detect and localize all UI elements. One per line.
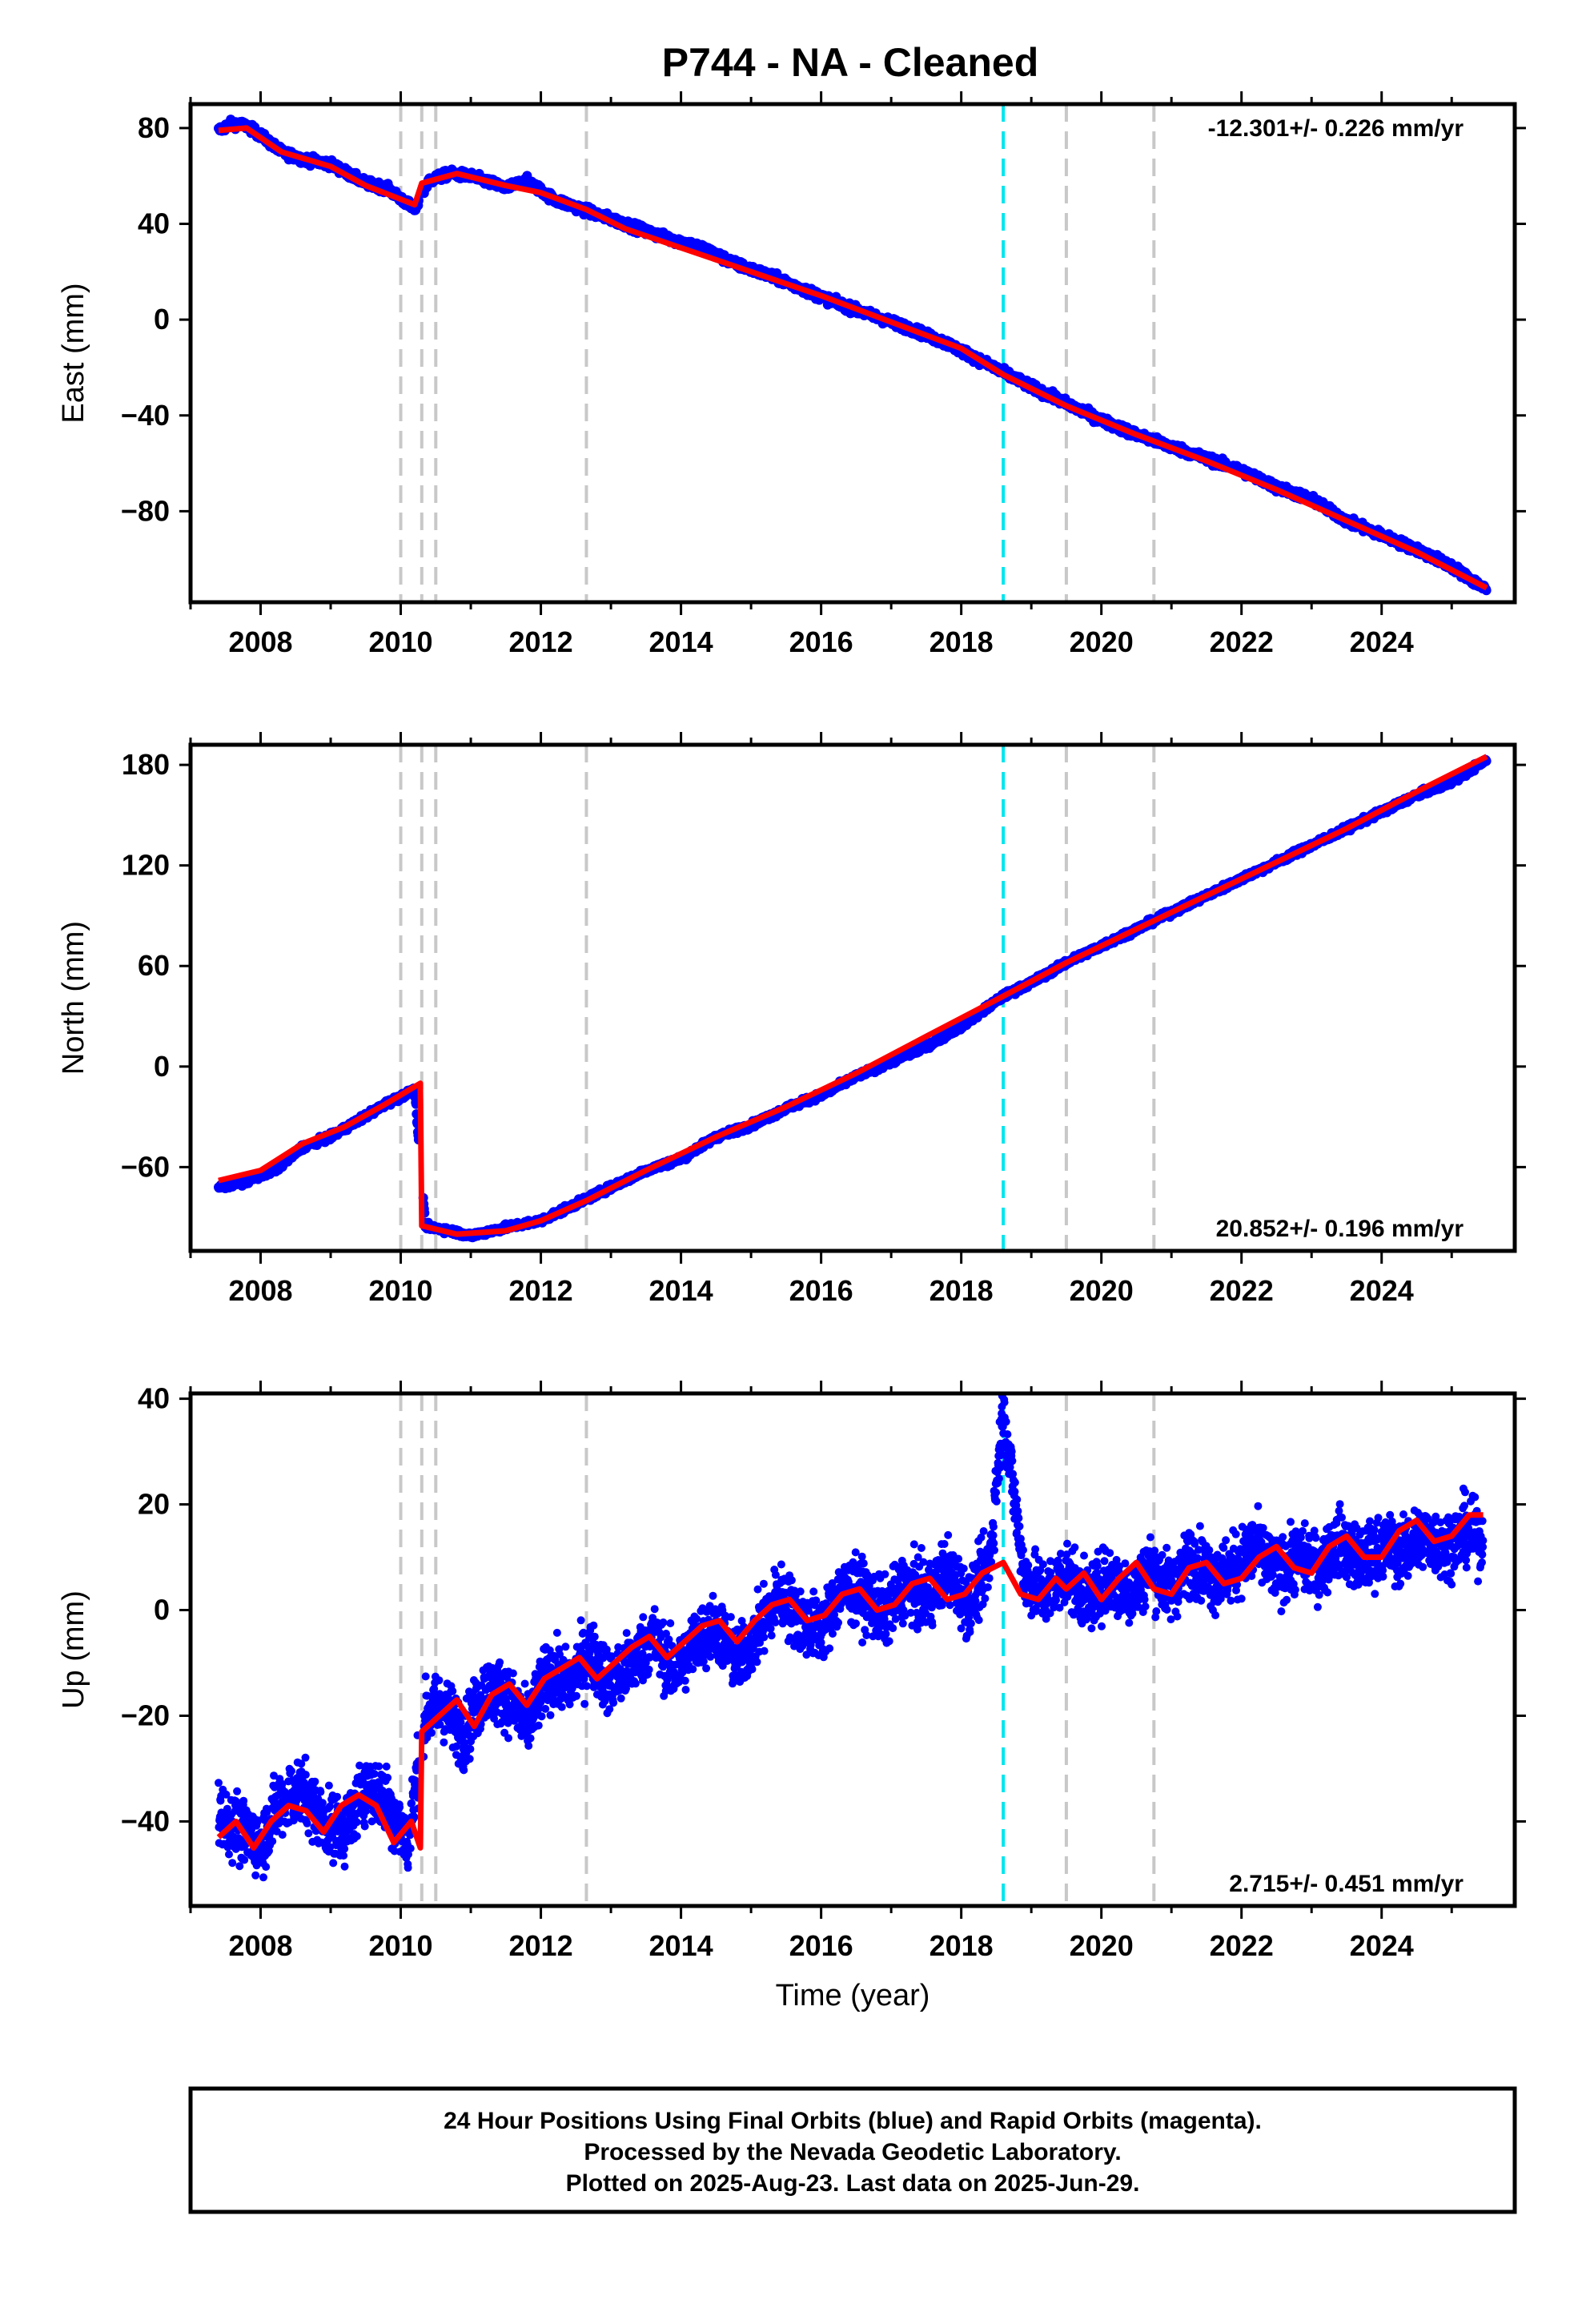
east-panel: 80 40 0 −40 −80 2008 2010 2012 2014 2016 2018 2020 2… xyxy=(57,91,1526,658)
east-y-tick-label: 40 xyxy=(138,207,170,240)
north-daily-positions xyxy=(214,754,1492,1243)
east-daily-positions xyxy=(214,115,1492,596)
east-y-tick-label: −80 xyxy=(121,494,170,527)
east-rate-label: -12.301+/- 0.226 mm/yr xyxy=(1208,115,1464,142)
east-x-tick-label: 2010 xyxy=(368,625,432,658)
east-x-tick-label: 2008 xyxy=(228,625,292,658)
chart-title: P744 - NA - Cleaned xyxy=(662,40,1039,85)
east-x-tick-label: 2014 xyxy=(649,625,713,658)
east-x-tick-label: 2020 xyxy=(1070,625,1134,658)
east-x-tick-label: 2016 xyxy=(789,625,853,658)
east-y-tick-label: 80 xyxy=(138,111,170,144)
east-x-tick-label: 2024 xyxy=(1350,625,1414,658)
east-plot-frame xyxy=(188,102,1517,605)
east-y-axis-label: East (mm) xyxy=(57,283,90,423)
east-y-tick-label: −40 xyxy=(121,399,170,432)
east-y-tick-label: 0 xyxy=(154,303,170,336)
east-x-tick-label: 2018 xyxy=(930,625,994,658)
east-x-tick-label: 2022 xyxy=(1210,625,1274,658)
east-x-tick-label: 2012 xyxy=(509,625,573,658)
